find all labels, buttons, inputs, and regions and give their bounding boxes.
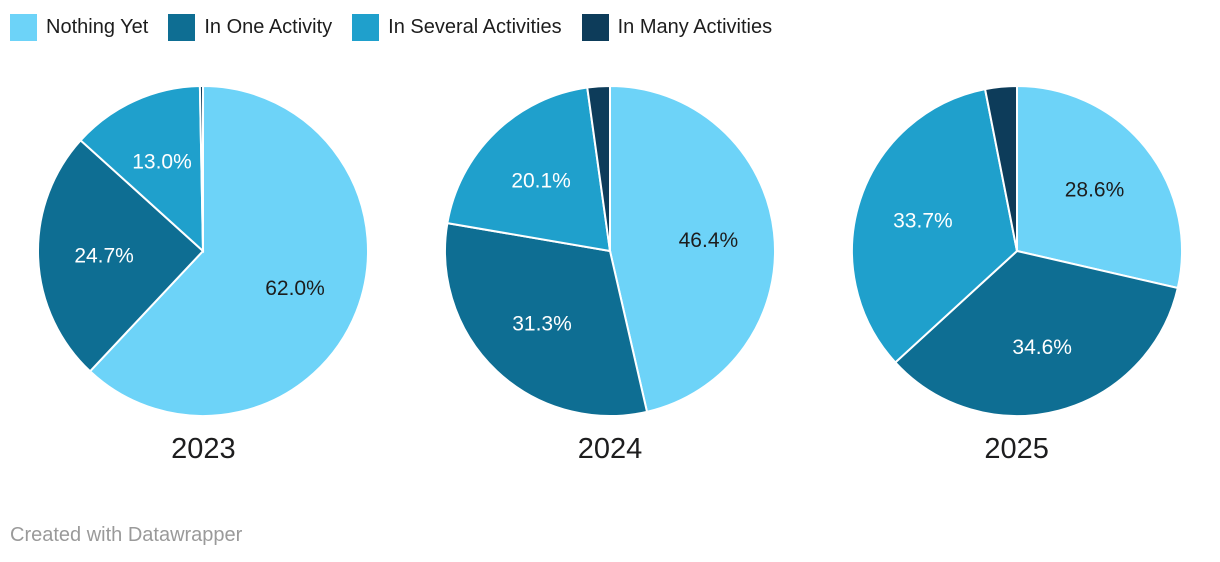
legend-item-in-several-activities: In Several Activities bbox=[352, 14, 562, 41]
legend-label: In Several Activities bbox=[388, 16, 562, 38]
slice-label-in-several-activities: 33.7% bbox=[893, 209, 953, 232]
slice-label-in-one-activity: 31.3% bbox=[512, 312, 572, 335]
slice-label-in-one-activity: 34.6% bbox=[1012, 336, 1072, 359]
legend-item-in-one-activity: In One Activity bbox=[168, 14, 332, 41]
slice-in-one-activity[interactable] bbox=[37, 138, 205, 373]
pie-charts-row: 62.0% 24.7% 13.0% 2023 46.4% 31.3% 20.1% 2024 28… bbox=[0, 84, 1220, 464]
year-label: 2023 bbox=[171, 433, 236, 465]
slice-label-nothing-yet: 62.0% bbox=[266, 277, 326, 300]
pie-chart-2024: 46.4% 31.3% 20.1% 2024 bbox=[407, 84, 814, 464]
slice-label-nothing-yet: 28.6% bbox=[1064, 179, 1124, 202]
slice-label-in-several-activities: 20.1% bbox=[511, 169, 571, 192]
slice-in-many-activities[interactable] bbox=[983, 84, 1018, 252]
slice-in-many-activities[interactable] bbox=[586, 84, 611, 252]
slice-in-several-activities[interactable] bbox=[850, 87, 1018, 364]
attribution-text: Created with Datawrapper bbox=[10, 524, 243, 546]
slice-label-nothing-yet: 46.4% bbox=[679, 229, 739, 252]
slice-in-one-activity[interactable] bbox=[444, 221, 649, 417]
pie-chart-2025: 28.6% 34.6% 33.7% 2025 bbox=[813, 84, 1220, 464]
legend-swatch bbox=[168, 14, 196, 41]
legend-swatch bbox=[581, 14, 609, 41]
slice-nothing-yet[interactable] bbox=[609, 84, 776, 414]
slice-nothing-yet[interactable] bbox=[1015, 84, 1183, 290]
legend-swatch bbox=[352, 14, 380, 41]
attribution: Created with Datawrapper bbox=[10, 524, 242, 547]
year-label: 2024 bbox=[577, 433, 643, 465]
legend-item-in-many-activities: In Many Activities bbox=[581, 14, 773, 41]
legend: Nothing Yet In One Activity In Several Act… bbox=[0, 0, 1220, 41]
slice-label-in-several-activities: 13.0% bbox=[133, 150, 193, 173]
slice-in-several-activities[interactable] bbox=[79, 85, 205, 254]
pie-chart-2023: 62.0% 24.7% 13.0% 2023 bbox=[0, 84, 407, 464]
slice-nothing-yet[interactable] bbox=[88, 84, 370, 417]
pie-svg-2024: 46.4% 31.3% 20.1% bbox=[444, 84, 776, 417]
legend-item-nothing-yet: Nothing Yet bbox=[10, 14, 148, 41]
slice-label-in-one-activity: 24.7% bbox=[75, 244, 135, 267]
pie-svg-2025: 28.6% 34.6% 33.7% bbox=[850, 84, 1183, 418]
slice-in-many-activities[interactable] bbox=[199, 84, 205, 252]
slice-in-one-activity[interactable] bbox=[893, 249, 1179, 418]
year-label: 2025 bbox=[984, 433, 1049, 465]
legend-label: In Many Activities bbox=[617, 16, 773, 38]
pie-svg-2023: 62.0% 24.7% 13.0% bbox=[37, 84, 370, 417]
legend-label: Nothing Yet bbox=[46, 16, 149, 38]
legend-label: In One Activity bbox=[204, 16, 333, 38]
slice-in-several-activities[interactable] bbox=[446, 86, 612, 253]
legend-swatch bbox=[10, 14, 37, 41]
